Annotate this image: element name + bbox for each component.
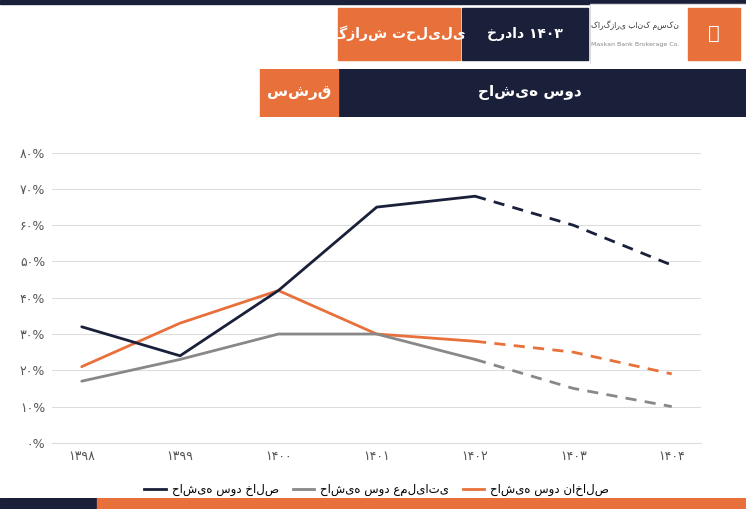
Bar <box>260 69 338 117</box>
Text: خرداد ۱۴۰۳: خرداد ۱۴۰۳ <box>487 26 563 41</box>
Text: Maskan Bank Brokerage Co.: Maskan Bank Brokerage Co. <box>591 42 679 47</box>
Text: گزارش تحلیلی: گزارش تحلیلی <box>333 26 466 41</box>
Bar <box>590 5 746 64</box>
Bar <box>0 69 260 117</box>
Bar <box>0 0 746 5</box>
Legend: حاشیه سود خالص, حاشیه سود عملیاتی, حاشیه سود ناخالص: حاشیه سود خالص, حاشیه سود عملیاتی, حاشیه… <box>140 478 614 501</box>
Bar <box>97 498 746 509</box>
Bar <box>338 8 460 61</box>
Text: کارگزاری بانک مسکن: کارگزاری بانک مسکن <box>591 20 679 31</box>
Bar <box>688 8 740 61</box>
Text: 🏠: 🏠 <box>708 24 720 43</box>
Bar <box>590 5 746 64</box>
Text: سشرق: سشرق <box>267 86 331 100</box>
Bar <box>462 8 588 61</box>
Text: حاشیه سود: حاشیه سود <box>478 86 582 100</box>
Bar <box>338 69 746 117</box>
Bar <box>0 498 97 509</box>
